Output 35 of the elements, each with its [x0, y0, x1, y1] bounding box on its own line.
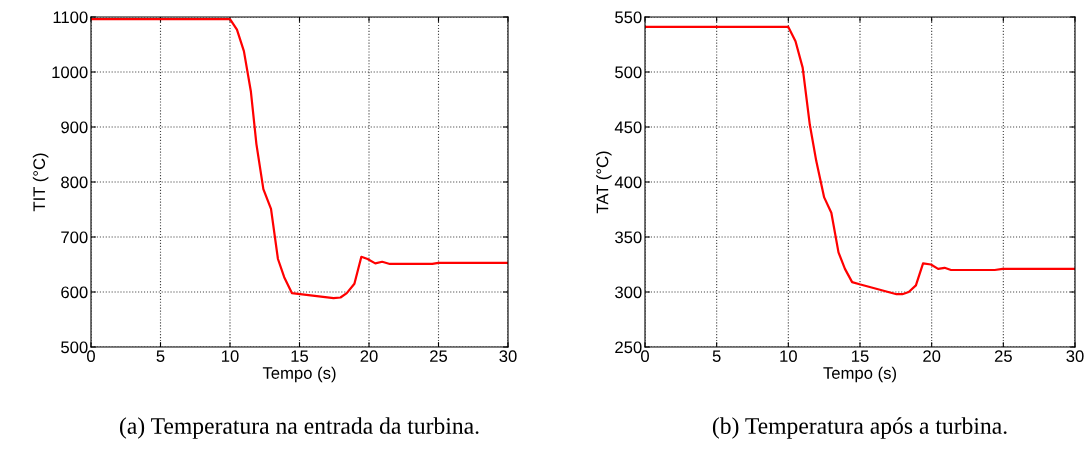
y-tick-label: 700: [61, 231, 88, 244]
x-tick-label: 0: [641, 350, 649, 363]
y-tick-label: 250: [615, 341, 642, 354]
x-tick-label: 15: [291, 350, 309, 363]
y-axis-title: TAT (°C): [596, 151, 612, 214]
y-tick-label: 1000: [52, 66, 88, 79]
y-tick-label: 450: [614, 121, 642, 134]
text: (b) Temperatura após a turbina.: [712, 417, 1007, 439]
x-tick-label: 15: [852, 350, 869, 363]
x-axis-title: Tempo (s): [823, 366, 897, 383]
x-tick-label: 25: [994, 350, 1012, 363]
y-tick-label: 400: [614, 176, 642, 189]
x-tick-label: 10: [780, 350, 797, 363]
y-tick-label: 300: [615, 286, 642, 299]
x-tick-label: 5: [156, 350, 165, 363]
x-tick-label: 25: [430, 350, 448, 363]
x-axis-title: Tempo (s): [262, 366, 336, 383]
x-tick-label: 30: [1066, 350, 1084, 363]
x-tick-label: 10: [222, 350, 239, 363]
y-axis-title: TIT (°C): [32, 153, 49, 212]
y-tick-label: 600: [61, 286, 88, 299]
y-tick-label: 800: [61, 176, 88, 189]
text: (a) Temperatura na entrada da turbina.: [119, 417, 479, 439]
x-tick-label: 5: [712, 350, 721, 363]
y-tick-label: 350: [615, 231, 642, 244]
y-tick-label: 550: [615, 11, 642, 24]
y-tick-label: 1100: [53, 11, 88, 24]
y-tick-label: 500: [61, 341, 88, 354]
x-tick-label: 20: [360, 350, 378, 363]
line-series: [645, 25, 1075, 296]
y-tick-label: 500: [615, 66, 642, 79]
x-tick-label: 20: [923, 350, 941, 363]
x-tick-label: 30: [499, 350, 517, 363]
y-tick-label: 900: [61, 121, 88, 134]
x-tick-label: 0: [87, 350, 95, 363]
